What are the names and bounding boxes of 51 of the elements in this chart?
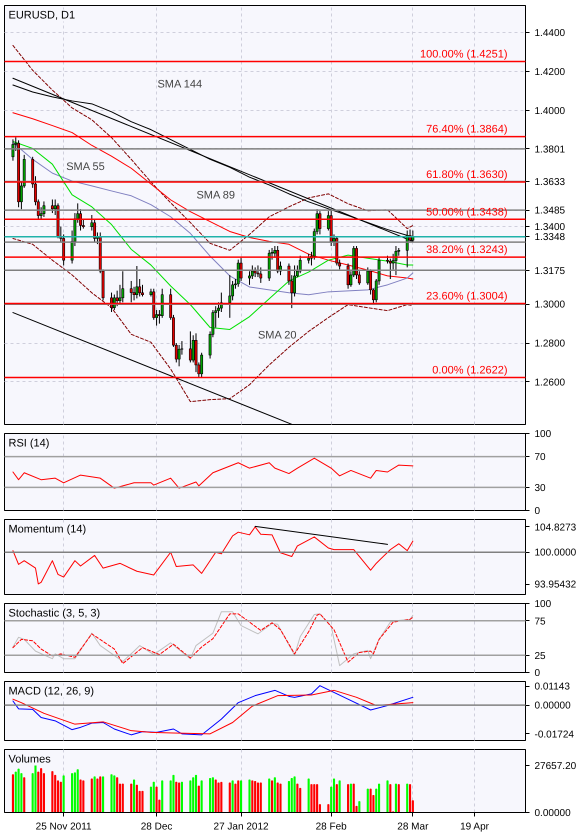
x-tick-label: 19 Apr: [460, 822, 490, 832]
x-tick-label: 27 Jan 2012: [214, 822, 270, 832]
ref-line-label: 76.40% (1.3864): [426, 124, 508, 136]
x-tick-label: 28 Dec: [140, 822, 172, 832]
annotation: SMA 55: [66, 160, 105, 173]
y-tick-label: 100: [534, 599, 552, 610]
y-tick-label: 1.4000: [534, 106, 566, 117]
y-tick-label: 93.95432: [534, 580, 577, 591]
y-tick-label: 1.3000: [534, 300, 566, 311]
y-tick-label: 0.00000: [534, 700, 572, 712]
x-tick-label: 28 Mar: [397, 822, 430, 832]
chart-title: Stochastic (3, 5, 3): [8, 608, 100, 620]
ref-line-label: 23.60% (1.3004): [426, 290, 508, 302]
x-tick-label: 28 Feb: [316, 822, 348, 832]
y-tick-label: 1.2800: [534, 338, 566, 350]
y-tick-label: 1.4200: [534, 66, 566, 78]
annotation: SMA 20: [258, 329, 296, 342]
y-tick-label: 100.0000: [534, 548, 577, 559]
chart-title: RSI (14): [8, 438, 50, 450]
ref-line-label: 38.20% (1.3243): [426, 244, 508, 256]
chart-title: MACD (12, 26, 9): [8, 686, 94, 698]
y-tick-label: 1.3633: [534, 176, 566, 188]
x-tick-label: 25 Nov 2011: [36, 822, 92, 832]
ref-line-label: 50.00% (1.3438): [426, 206, 508, 218]
ref-line-label: 100.00% (1.4251): [420, 48, 508, 61]
chart-title: Momentum (14): [8, 524, 86, 536]
ref-line-label: 0.00% (1.2622): [432, 364, 508, 377]
y-tick-label: 1.4400: [534, 28, 566, 40]
y-tick-label: 1.3175: [534, 266, 566, 277]
annotation: SMA 144: [157, 78, 202, 91]
y-tick-label: 0: [534, 668, 540, 679]
y-tick-label: -0.01724: [534, 729, 574, 740]
y-tick-label: 1.3348: [534, 232, 566, 244]
ref-line-label: 61.80% (1.3630): [426, 169, 508, 182]
y-tick-label: 1.3400: [534, 222, 566, 234]
annotation: SMA 89: [196, 190, 235, 202]
y-tick-label: 0.00000: [534, 808, 572, 819]
y-tick-label: 104.8273: [534, 522, 577, 534]
y-tick-label: 100: [534, 429, 552, 440]
y-tick-label: 0: [534, 506, 540, 517]
chart-title: EURUSD, D1: [8, 10, 76, 22]
y-tick-label: 30: [534, 482, 546, 494]
y-tick-label: 1.3801: [534, 144, 566, 156]
y-tick-label: 1.2600: [534, 377, 566, 388]
y-tick-label: 0.01143: [534, 682, 570, 693]
y-tick-label: 25: [534, 650, 546, 662]
y-tick-label: 27657.20: [534, 760, 577, 772]
y-tick-label: 75: [534, 616, 546, 628]
chart-title: Volumes: [8, 754, 52, 766]
y-tick-label: 70: [534, 452, 546, 464]
y-tick-label: 1.3485: [534, 206, 566, 217]
